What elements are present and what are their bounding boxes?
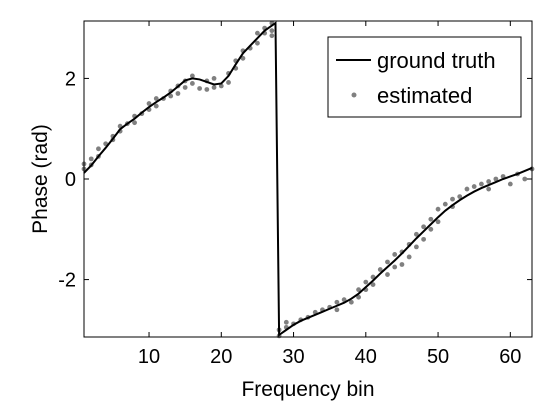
legend-dot-swatch [351, 92, 357, 98]
estimated-point [255, 40, 260, 46]
estimated-point [189, 73, 195, 79]
estimated-point [392, 252, 398, 257]
x-tick-label: 30 [282, 346, 304, 368]
x-tick-label: 50 [427, 346, 449, 368]
estimated-point [471, 184, 477, 189]
estimated-point [269, 33, 275, 39]
x-tick-label: 20 [210, 346, 232, 368]
estimated-point [442, 201, 448, 207]
estimated-point [486, 186, 492, 192]
estimated-point [204, 87, 210, 92]
estimated-point [269, 28, 275, 34]
estimated-point [226, 80, 231, 85]
estimated-point [399, 262, 405, 267]
legend: ground truth estimated [327, 36, 522, 118]
estimated-point [385, 259, 390, 265]
estimated-point [255, 30, 260, 36]
estimated-point [486, 179, 492, 184]
series-layer [81, 20, 535, 339]
estimated-point [168, 93, 174, 99]
estimated-point [146, 101, 152, 106]
y-axis-label: Phase (rad) [29, 124, 52, 234]
estimated-point [132, 120, 137, 126]
estimated-point [348, 299, 354, 305]
estimated-point [356, 294, 361, 300]
estimated-point [435, 206, 441, 212]
estimated-point [413, 244, 419, 250]
estimated-point [450, 196, 455, 202]
estimated-point [175, 91, 181, 96]
estimated-point [406, 254, 412, 260]
estimated-point [96, 146, 101, 152]
estimated-point [413, 231, 419, 237]
legend-box [327, 36, 522, 118]
x-tick-label: 10 [138, 346, 160, 368]
estimated-point [435, 219, 441, 225]
estimated-point [211, 85, 217, 90]
estimated-point [153, 96, 159, 101]
estimated-point [182, 85, 188, 90]
estimated-point [153, 103, 159, 109]
estimated-point [211, 76, 217, 81]
y-tick-label: -2 [58, 270, 76, 292]
estimated-point [197, 86, 203, 91]
estimated-point [88, 156, 94, 162]
estimated-point [189, 81, 195, 86]
estimated-point [457, 194, 463, 200]
estimated-point [218, 83, 224, 89]
estimated-point [522, 176, 528, 182]
estimated-point [392, 264, 398, 270]
estimated-point [283, 319, 289, 325]
x-axis-label: Frequency bin [241, 378, 374, 401]
estimated-point [428, 216, 434, 222]
estimated-point [370, 282, 376, 288]
estimated-point [421, 236, 427, 242]
estimated-point [493, 176, 499, 182]
estimated-point [421, 224, 427, 230]
estimated-point [479, 181, 484, 187]
estimated-point [377, 267, 383, 272]
estimated-point [385, 272, 390, 277]
estimated-point [334, 299, 340, 305]
estimated-point [428, 226, 434, 232]
y-tick-label: 0 [65, 169, 76, 191]
ticks-layer: 10 20 30 40 50 60 -2 0 2 [58, 21, 532, 368]
estimated-point [507, 181, 513, 187]
estimated-point [240, 55, 246, 61]
estimated-point [356, 287, 361, 293]
x-tick-label: 60 [499, 346, 521, 368]
estimated-point [341, 297, 347, 303]
x-tick-label: 40 [355, 346, 377, 368]
estimated-point [363, 279, 369, 285]
y-tick-label: 2 [65, 68, 76, 90]
estimated-point [334, 307, 340, 313]
legend-label-ground-truth: ground truth [377, 48, 496, 73]
legend-label-estimated: estimated [377, 83, 472, 108]
ground-truth-line [83, 21, 533, 337]
estimated-point [464, 186, 470, 192]
